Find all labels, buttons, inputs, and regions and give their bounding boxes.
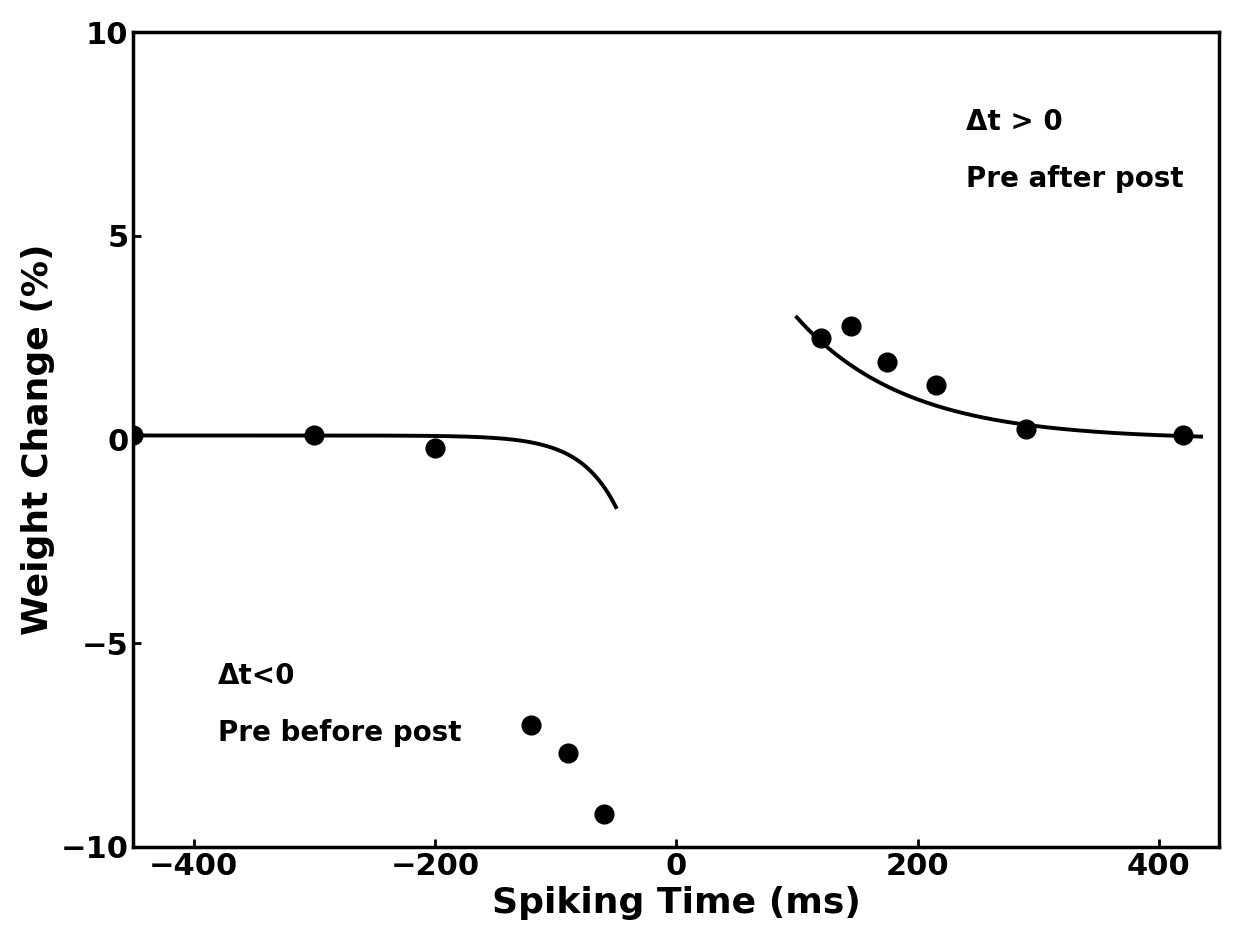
Text: Pre before post: Pre before post: [218, 719, 461, 747]
Text: Δt > 0: Δt > 0: [966, 108, 1063, 136]
Text: Pre after post: Pre after post: [966, 165, 1183, 193]
Text: Δt<0: Δt<0: [218, 662, 295, 690]
Y-axis label: Weight Change (%): Weight Change (%): [21, 244, 55, 635]
X-axis label: Spiking Time (ms): Spiking Time (ms): [492, 886, 861, 920]
